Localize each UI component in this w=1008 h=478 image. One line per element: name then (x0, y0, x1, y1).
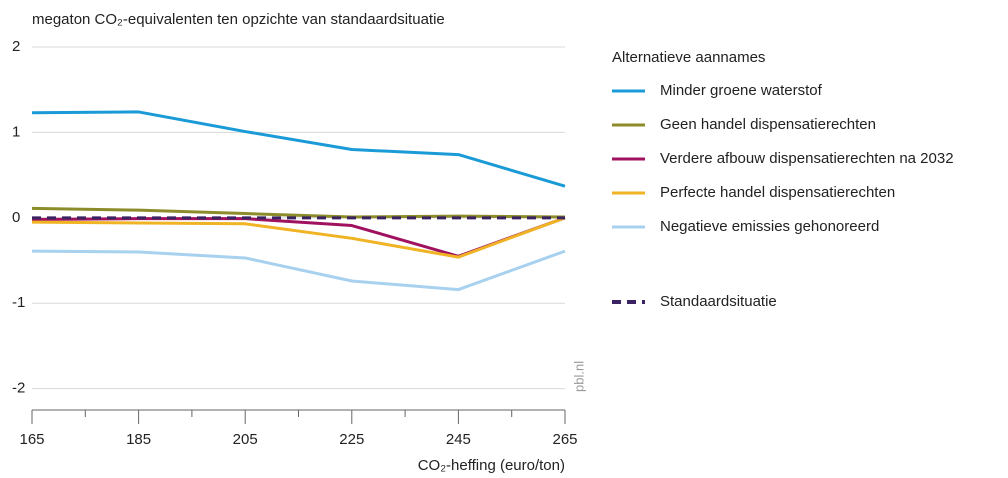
x-tick-label: 185 (126, 431, 151, 448)
y-tick-label: 1 (12, 123, 20, 140)
chart-title: megaton CO₂-equivalenten ten opzichte va… (32, 11, 445, 28)
series-line (31, 206, 566, 219)
series-line (31, 110, 566, 188)
y-tick-label: -1 (12, 294, 25, 311)
series-line (31, 249, 566, 292)
legend-label: Perfecte handel dispensatierechten (660, 184, 895, 201)
y-tick-label: 0 (12, 209, 20, 226)
x-tick-label: 265 (552, 431, 577, 448)
x-tick-label: 225 (339, 431, 364, 448)
x-tick-label: 205 (233, 431, 258, 448)
legend-label: Standaardsituatie (660, 293, 777, 310)
legend-label: Negatieve emissies gehonoreerd (660, 218, 879, 235)
series-line (31, 216, 566, 259)
source: pbl.nl (571, 361, 586, 392)
x-axis-label: CO₂-heffing (euro/ton) (418, 457, 565, 474)
legend-label: Minder groene waterstof (660, 82, 823, 99)
x-tick-label: 245 (446, 431, 471, 448)
x-tick-label: 165 (19, 431, 44, 448)
legend-title: Alternatieve aannames (612, 49, 765, 66)
y-tick-label: -2 (12, 380, 25, 397)
y-tick-label: 2 (12, 38, 20, 55)
legend-label: Geen handel dispensatierechten (660, 116, 876, 133)
legend-label: Verdere afbouw dispensatierechten na 203… (660, 150, 954, 167)
